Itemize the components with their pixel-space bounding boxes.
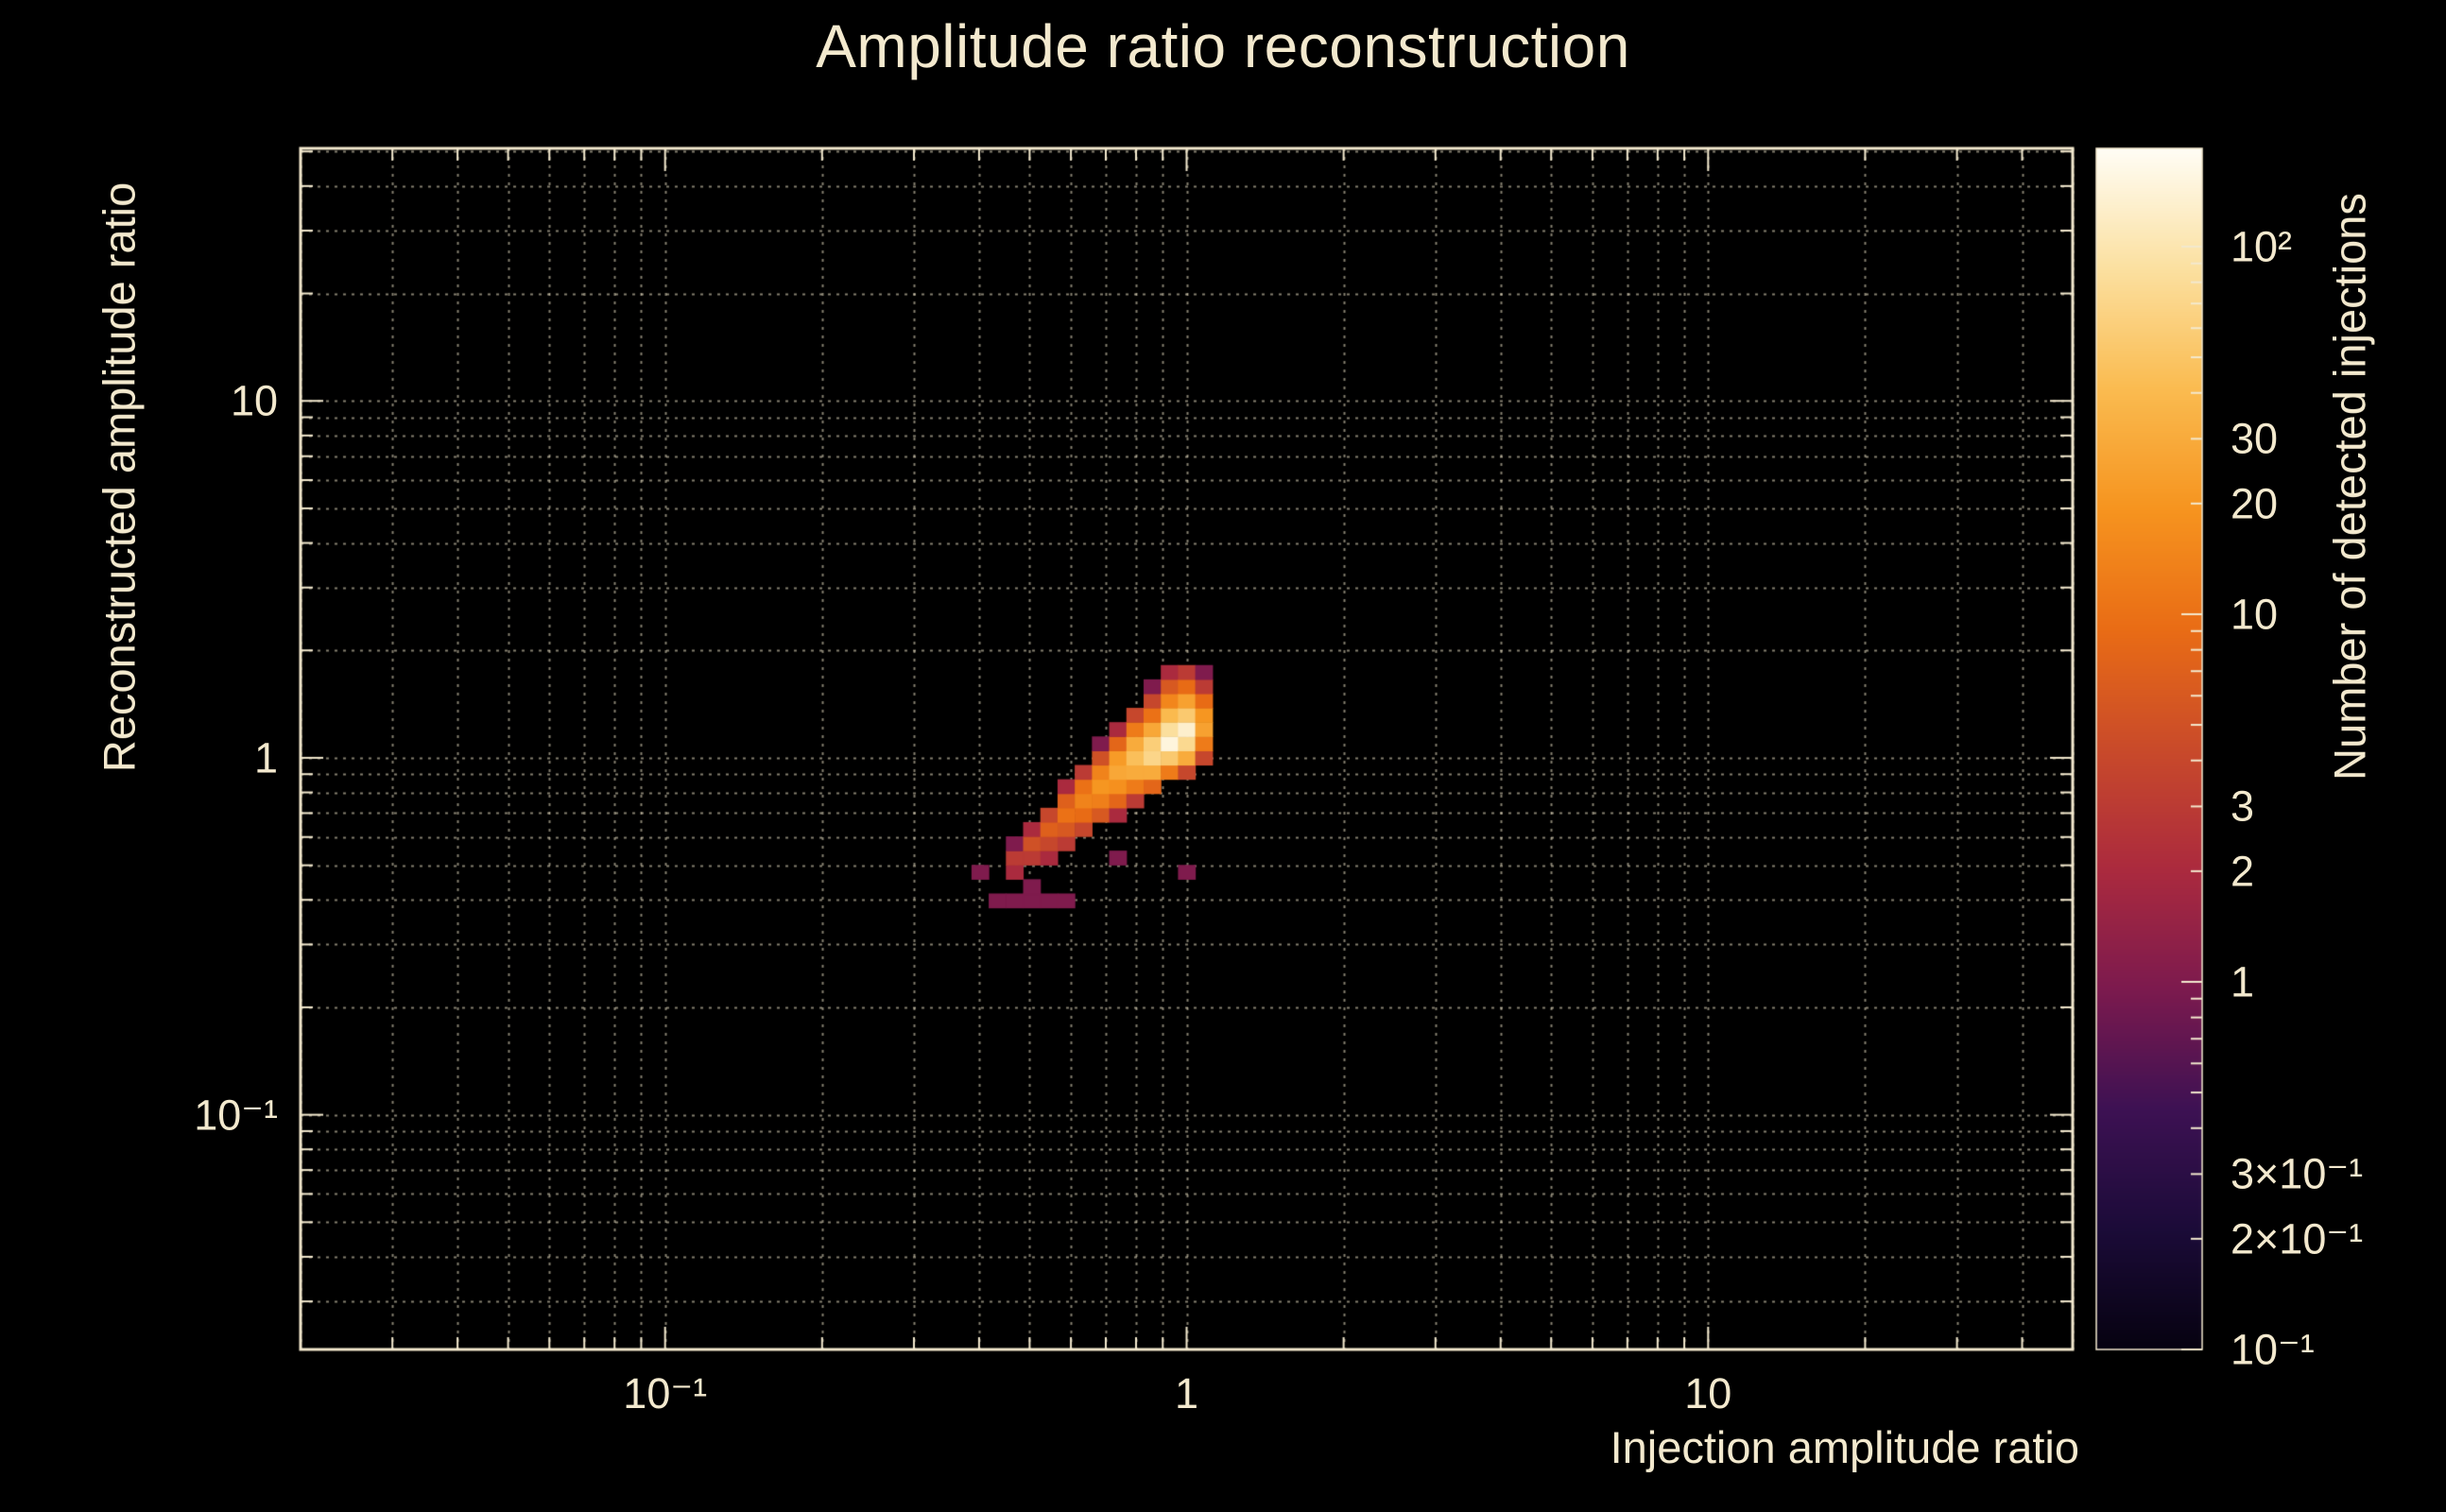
y-axis-label: Reconstructed amplitude ratio: [94, 181, 145, 773]
y-tick-label: 10⁻¹: [194, 1091, 278, 1140]
y-tick-label: 1: [253, 733, 278, 782]
x-tick-label: 10: [1684, 1369, 1732, 1418]
colorbar-tick-label: 3: [2231, 782, 2255, 831]
colorbar-tick-label: 1: [2231, 957, 2255, 1006]
x-tick-label: 10⁻¹: [623, 1369, 708, 1418]
colorbar-tick-label: 2×10⁻¹: [2231, 1214, 2364, 1263]
colorbar-tick-label: 30: [2231, 414, 2279, 463]
colorbar-tick-label: 10²: [2231, 222, 2293, 271]
colorbar-tick-label: 2: [2231, 847, 2255, 896]
chart-title: Amplitude ratio reconstruction: [816, 12, 1630, 80]
y-tick-label: 10: [230, 376, 278, 425]
colorbar-tick-label: 10⁻¹: [2231, 1325, 2315, 1374]
x-axis-label: Injection amplitude ratio: [1610, 1422, 2079, 1472]
colorbar-tick-label: 20: [2231, 479, 2279, 528]
colorbar-tick-label: 3×10⁻¹: [2231, 1149, 2364, 1198]
colorbar-tick-label: 10: [2231, 590, 2279, 639]
colorbar-label: Number of detected injections: [2324, 193, 2375, 781]
x-tick-label: 1: [1174, 1369, 1199, 1418]
